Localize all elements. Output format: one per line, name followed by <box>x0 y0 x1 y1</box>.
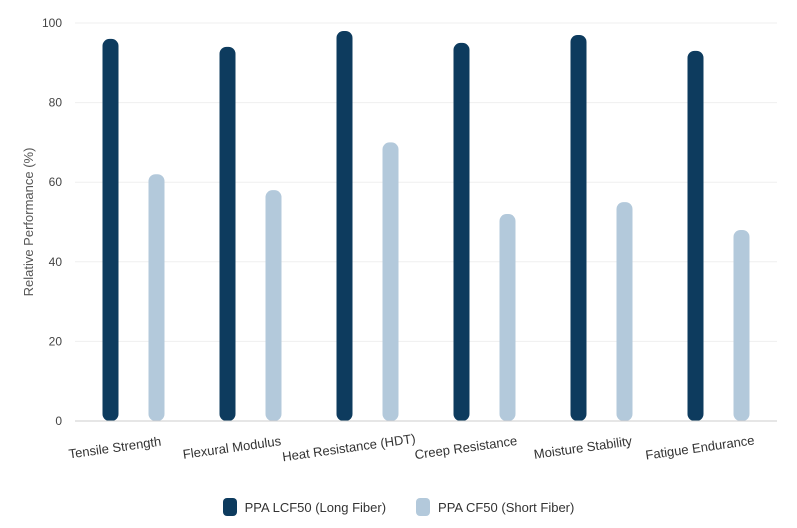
bar-long-fiber[interactable] <box>570 34 587 421</box>
x-tick-label: Flexural Modulus <box>182 433 283 462</box>
legend: PPA LCF50 (Long Fiber) PPA CF50 (Short F… <box>0 498 797 516</box>
legend-item-short-fiber[interactable]: PPA CF50 (Short Fiber) <box>416 498 574 516</box>
legend-label-long-fiber: PPA LCF50 (Long Fiber) <box>244 499 387 515</box>
y-tick-label: 100 <box>42 16 62 30</box>
bar-short-fiber[interactable] <box>148 174 165 421</box>
y-tick-label: 20 <box>49 334 63 348</box>
legend-item-long-fiber[interactable]: PPA LCF50 (Long Fiber) <box>222 498 387 516</box>
legend-swatch-long-fiber <box>222 498 237 516</box>
y-tick-label: 40 <box>49 255 63 269</box>
bar-long-fiber[interactable] <box>687 50 704 422</box>
bar-long-fiber[interactable] <box>219 46 236 421</box>
bars <box>102 30 750 422</box>
bar-short-fiber[interactable] <box>265 190 282 421</box>
bar-short-fiber[interactable] <box>382 142 399 421</box>
x-tick-label: Fatigue Endurance <box>644 432 755 462</box>
bar-short-fiber[interactable] <box>499 214 516 421</box>
y-axis-ticks: 0 20 40 60 80 100 <box>42 16 62 428</box>
x-axis-labels: Tensile Strength Flexural Modulus Heat Res… <box>68 431 756 465</box>
bar-short-fiber[interactable] <box>616 202 633 421</box>
x-tick-label: Creep Resistance <box>414 433 518 462</box>
bar-long-fiber[interactable] <box>102 38 119 422</box>
y-tick-label: 60 <box>49 175 63 189</box>
legend-label-short-fiber: PPA CF50 (Short Fiber) <box>438 499 575 515</box>
y-tick-label: 80 <box>49 96 63 110</box>
x-tick-label: Heat Resistance (HDT) <box>281 431 416 465</box>
y-tick-label: 0 <box>55 414 62 428</box>
x-tick-label: Moisture Stability <box>533 433 634 462</box>
y-axis-title: Relative Performance (%) <box>21 148 36 297</box>
legend-swatch-short-fiber <box>416 498 431 516</box>
x-tick-label: Tensile Strength <box>68 434 162 462</box>
bar-long-fiber[interactable] <box>336 30 353 422</box>
bar-long-fiber[interactable] <box>453 42 470 422</box>
gridlines <box>75 22 777 342</box>
bar-short-fiber[interactable] <box>733 229 750 421</box>
